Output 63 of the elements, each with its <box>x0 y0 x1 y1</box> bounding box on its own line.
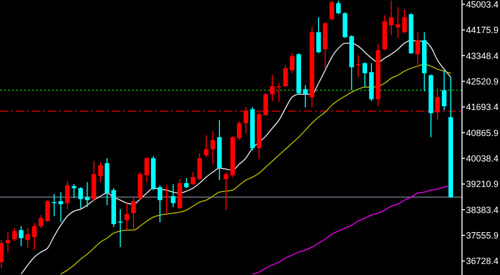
candlestick <box>210 130 216 165</box>
candlestick <box>45 200 50 223</box>
candlestick <box>52 194 57 217</box>
candlestick <box>158 184 162 223</box>
candlestick <box>276 82 282 103</box>
candlestick <box>18 226 24 247</box>
candlestick <box>290 52 294 74</box>
candlestick <box>244 106 248 134</box>
candlestick <box>336 0 341 15</box>
candlestick <box>435 88 440 121</box>
y-tick-label: 43348.4 <box>466 50 499 61</box>
candlestick <box>131 196 136 232</box>
candlestick <box>402 8 407 34</box>
candlestick <box>184 178 189 189</box>
candlestick <box>263 92 268 116</box>
candlestick <box>190 172 196 186</box>
candlestick <box>118 208 123 248</box>
candlestick <box>6 232 10 253</box>
candlestick <box>236 120 242 141</box>
candlestick <box>138 172 142 201</box>
candlestick <box>84 182 90 208</box>
candlestick <box>164 184 169 214</box>
y-tick-label: 40038.4 <box>466 153 499 164</box>
y-tick-label: 45003.4 <box>466 0 499 10</box>
candlestick <box>329 0 334 21</box>
candlestick <box>124 202 130 231</box>
candlestick <box>316 16 321 54</box>
candlestick <box>0 240 4 269</box>
candlestick <box>342 12 348 38</box>
candlestick <box>98 162 103 183</box>
candlestick <box>65 180 70 210</box>
y-tick-label: 40865.9 <box>466 128 499 138</box>
y-tick-label: 44175.9 <box>466 25 499 36</box>
candlestick <box>356 54 361 78</box>
y-tick-label: 38383.4 <box>466 204 499 215</box>
line-series <box>60 64 452 275</box>
candlestick <box>388 0 394 36</box>
candlestick <box>362 62 368 88</box>
y-tick-label: 41693.4 <box>466 102 499 112</box>
candlestick <box>144 156 150 183</box>
candlestick <box>32 222 37 251</box>
candlestick <box>197 152 202 181</box>
candlestick <box>78 186 83 209</box>
candlestick <box>396 6 400 39</box>
line-series <box>20 40 452 275</box>
candlestick <box>170 184 176 208</box>
candlestick <box>38 214 44 229</box>
candlestick <box>303 84 308 108</box>
y-tick-label: 37555.9 <box>466 230 499 241</box>
line-series <box>252 186 452 275</box>
candlestick <box>12 228 17 242</box>
candlestick <box>442 70 446 111</box>
candlestick <box>415 32 420 68</box>
candlestick <box>25 228 30 249</box>
candlestick <box>283 64 288 88</box>
candlestick <box>72 184 76 199</box>
candlestick <box>224 172 228 211</box>
candlestick <box>270 74 275 102</box>
y-tick-label: 42520.9 <box>466 76 499 86</box>
candlestick <box>58 192 64 223</box>
y-tick-label: 39210.9 <box>466 179 499 190</box>
y-tick-label: 36728.4 <box>466 256 499 266</box>
candlestick <box>204 134 209 158</box>
